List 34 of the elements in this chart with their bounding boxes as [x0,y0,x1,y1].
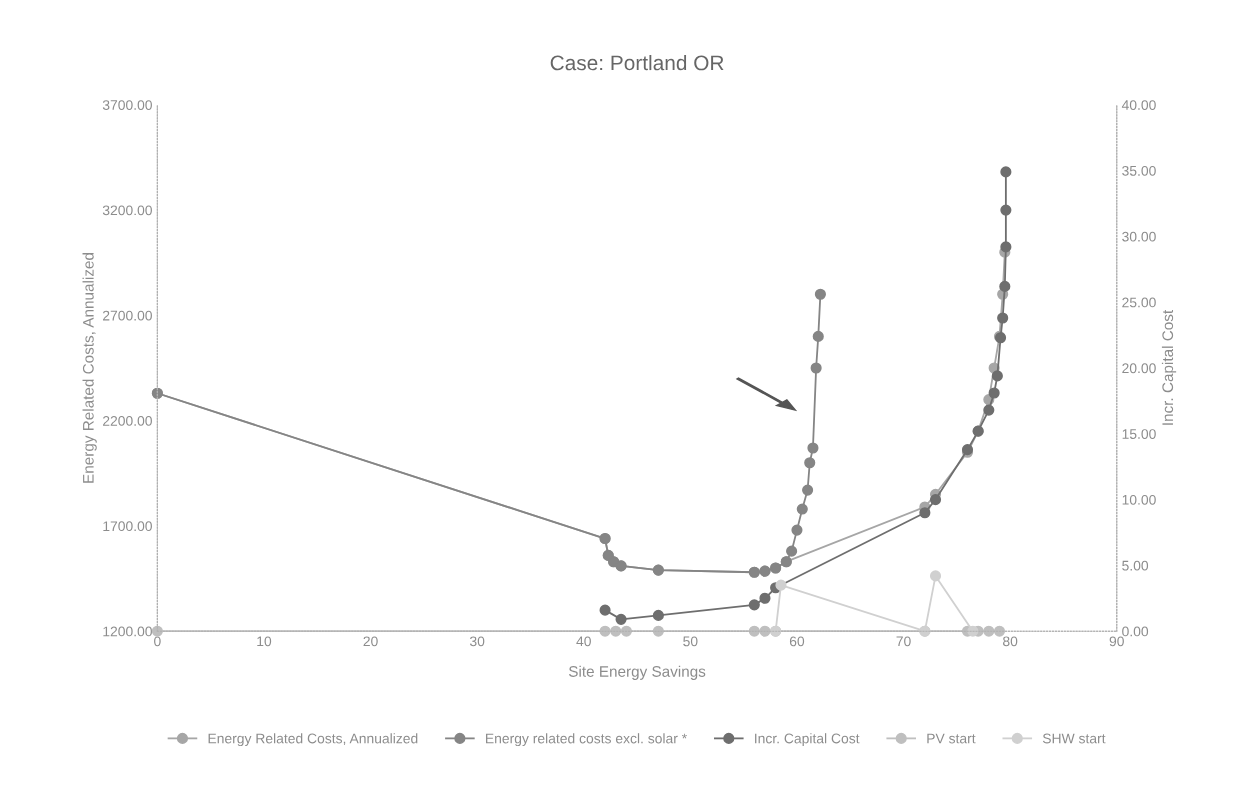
y2-tick-label: 15.00 [1122,429,1156,439]
x-axis-title: Site Energy Savings [568,665,706,680]
y2-tick-label: 25.00 [1122,297,1156,308]
y-tick-label: 2700.00 [103,310,152,321]
x-tick-label: 50 [683,636,698,647]
y-tick-label: 1200.00 [103,626,152,637]
y2-tick-label: 20.00 [1122,363,1156,374]
y2-tick-label: 30.00 [1122,231,1156,242]
x-tick-label: 10 [257,636,272,647]
x-tick-label: 0 [154,636,161,647]
y2-axis-title: Incr. Capital Cost [1161,309,1177,425]
legend-label: SHW start [1042,733,1106,744]
y2-tick-label: 40.00 [1121,100,1156,110]
x-tick-label: 30 [469,636,485,647]
y-axis-title: Energy Related Costs, Annualized [82,253,97,483]
x-tick-label: 90 [1109,636,1124,647]
y2-tick-label: 0.00 [1122,626,1149,637]
y-tick-label: 3200.00 [102,205,152,216]
x-tick-label: 70 [896,636,911,647]
chart-title: Case: Portland OR [550,54,724,71]
x-tick-label: 80 [1003,636,1018,647]
y2-tick-label: 35.00 [1122,165,1156,176]
y2-tick-label: 5.00 [1122,560,1149,571]
legend-label: Energy Related Costs, Annualized [208,733,418,747]
y-tick-label: 1700.00 [103,521,152,532]
x-tick-label: 60 [789,636,805,647]
legend-label: Energy related costs excl. solar * [486,733,687,747]
x-tick-label: 20 [363,636,378,647]
x-tick-label: 40 [576,636,591,647]
legend-label: Incr. Capital Cost [755,733,860,747]
y-tick-label: 3700.00 [102,100,152,110]
legend-label: PV start [927,733,976,744]
y-tick-label: 2200.00 [103,415,152,426]
y2-tick-label: 10.00 [1122,494,1156,505]
